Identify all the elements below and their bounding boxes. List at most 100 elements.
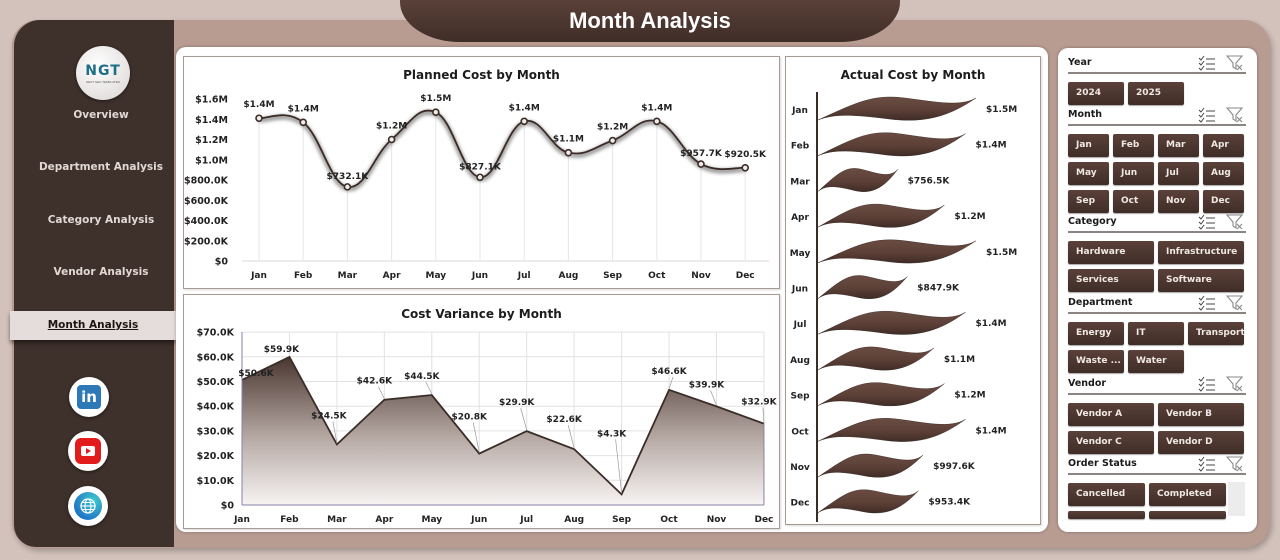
- slicer-header-category: Category: [1068, 213, 1246, 233]
- slicer-option-category[interactable]: Software: [1158, 269, 1244, 292]
- svg-text:$0: $0: [215, 257, 229, 268]
- svg-text:$1.6M: $1.6M: [195, 95, 228, 106]
- multi-select-icon[interactable]: [1198, 456, 1216, 475]
- slicer-option-month[interactable]: Oct: [1113, 190, 1154, 213]
- svg-text:$756.5K: $756.5K: [908, 176, 951, 186]
- svg-text:Jan: Jan: [250, 271, 267, 281]
- svg-text:$600.0K: $600.0K: [184, 196, 229, 207]
- svg-text:Dec: Dec: [791, 499, 810, 509]
- planned-cost-plot: $0 $200.0K $400.0K $600.0K $800.0K $1.0M $1.2M…: [184, 94, 769, 281]
- slicer-option-order-status[interactable]: Cancelled: [1068, 483, 1145, 506]
- svg-text:$32.9K: $32.9K: [741, 398, 777, 408]
- svg-text:Jul: Jul: [519, 515, 533, 525]
- slicer-option-department[interactable]: Energy: [1068, 322, 1124, 345]
- slicer-option-order-status[interactable]: Completed: [1149, 483, 1226, 506]
- svg-text:$1.4M: $1.4M: [195, 115, 228, 126]
- filter-panel: Year 2024 2025 Month Jan Feb Mar Apr May Jun Jul…: [1058, 48, 1257, 532]
- slicer-option-month[interactable]: Aug: [1203, 162, 1244, 185]
- clear-filter-icon[interactable]: [1225, 375, 1244, 393]
- slicer-option-category[interactable]: Hardware: [1068, 241, 1154, 264]
- sidebar: NGT NEXT GEN TEMPLATES Overview Departme…: [10, 20, 176, 547]
- slicer-option-month[interactable]: Mar: [1158, 134, 1199, 157]
- clear-filter-icon[interactable]: [1225, 294, 1244, 312]
- slicer-option-month[interactable]: Jul: [1158, 162, 1199, 185]
- svg-text:May: May: [425, 271, 446, 281]
- cost-variance-plot: $0 $10.0K $20.0K $30.0K $40.0K $50.0K $60.0K $7…: [197, 328, 778, 525]
- nav-overview[interactable]: Overview: [73, 109, 129, 121]
- clear-filter-icon[interactable]: [1225, 106, 1244, 124]
- svg-text:Apr: Apr: [383, 271, 401, 281]
- svg-text:Aug: Aug: [790, 356, 810, 366]
- svg-text:Feb: Feb: [294, 271, 313, 281]
- svg-text:$1.5M: $1.5M: [986, 248, 1017, 258]
- svg-text:$1.1M: $1.1M: [553, 135, 584, 145]
- slicer-option-order-status-partial[interactable]: [1068, 511, 1145, 519]
- linkedin-button[interactable]: in: [69, 377, 109, 417]
- slicer-option-category[interactable]: Services: [1068, 269, 1154, 292]
- slicer-option-order-status-partial[interactable]: [1149, 511, 1226, 519]
- slicer-option-month[interactable]: Feb: [1113, 134, 1154, 157]
- nav-vendor-analysis[interactable]: Vendor Analysis: [53, 266, 149, 278]
- nav-category-analysis[interactable]: Category Analysis: [47, 214, 155, 226]
- svg-text:Dec: Dec: [736, 271, 755, 281]
- multi-select-icon[interactable]: [1198, 295, 1216, 314]
- slicer-option-month[interactable]: Jan: [1068, 134, 1109, 157]
- svg-text:$50.6K: $50.6K: [238, 369, 274, 379]
- slicer-label: Vendor: [1068, 378, 1107, 389]
- nav-month-analysis[interactable]: Month Analysis: [10, 311, 176, 340]
- svg-text:Sep: Sep: [790, 392, 810, 402]
- svg-text:$59.9K: $59.9K: [264, 345, 300, 355]
- slicer-option-category[interactable]: Infrastructure: [1158, 241, 1244, 264]
- slicer-option-department[interactable]: Water: [1128, 350, 1184, 373]
- slicer-option-vendor[interactable]: Vendor D: [1158, 431, 1244, 454]
- svg-text:$400.0K: $400.0K: [184, 216, 229, 227]
- clear-filter-icon[interactable]: [1225, 455, 1244, 473]
- clear-filter-icon[interactable]: [1225, 213, 1244, 231]
- svg-text:Jun: Jun: [791, 285, 808, 295]
- svg-text:$953.4K: $953.4K: [928, 498, 971, 508]
- svg-text:$60.0K: $60.0K: [197, 352, 235, 363]
- slicer-option-month[interactable]: Sep: [1068, 190, 1109, 213]
- slicer-option-department[interactable]: Transport: [1188, 322, 1244, 345]
- multi-select-icon[interactable]: [1198, 107, 1216, 126]
- slicer-option-vendor[interactable]: Vendor C: [1068, 431, 1154, 454]
- youtube-button[interactable]: [68, 431, 108, 471]
- svg-text:$800.0K: $800.0K: [184, 176, 229, 187]
- svg-text:$4.3K: $4.3K: [597, 429, 627, 439]
- website-button[interactable]: [68, 486, 108, 526]
- nav-department-analysis[interactable]: Department Analysis: [38, 161, 164, 173]
- slicer-option-month[interactable]: Dec: [1203, 190, 1244, 213]
- youtube-icon: [75, 438, 101, 464]
- actual-cost-chart: Actual Cost by Month Jan $1.5M Feb $1.4M Mar…: [785, 56, 1041, 525]
- svg-text:Jan: Jan: [791, 106, 808, 116]
- svg-text:$24.5K: $24.5K: [311, 411, 347, 421]
- svg-text:Mar: Mar: [338, 271, 358, 281]
- actual-cost-plot: Jan $1.5M Feb $1.4M Mar $756.5K Apr $1.2M May $1.…: [790, 92, 1017, 522]
- slicer-option-department[interactable]: IT: [1128, 322, 1184, 345]
- globe-icon: [74, 492, 102, 520]
- slicer-header-year: Year: [1068, 54, 1246, 74]
- order-status-scrollbar[interactable]: [1228, 482, 1245, 516]
- svg-text:$30.0K: $30.0K: [197, 426, 235, 437]
- slicer-option-vendor[interactable]: Vendor A: [1068, 403, 1154, 426]
- slicer-option-year[interactable]: 2024: [1068, 82, 1124, 105]
- svg-text:$29.9K: $29.9K: [499, 398, 535, 408]
- multi-select-icon[interactable]: [1198, 214, 1216, 233]
- slicer-option-vendor[interactable]: Vendor B: [1158, 403, 1244, 426]
- multi-select-icon[interactable]: [1198, 55, 1216, 74]
- slicer-option-month[interactable]: May: [1068, 162, 1109, 185]
- svg-text:Apr: Apr: [375, 515, 393, 525]
- clear-filter-icon[interactable]: [1225, 54, 1244, 72]
- svg-text:May: May: [421, 515, 442, 525]
- multi-select-icon[interactable]: [1198, 376, 1216, 395]
- slicer-option-year[interactable]: 2025: [1128, 82, 1184, 105]
- svg-text:Jul: Jul: [517, 271, 531, 281]
- slicer-option-department[interactable]: Waste ...: [1068, 350, 1124, 373]
- cost-variance-chart: Cost Variance by Month $0 $10.0K $20.0K $30…: [183, 294, 780, 529]
- slicer-option-month[interactable]: Nov: [1158, 190, 1199, 213]
- svg-text:Feb: Feb: [791, 142, 810, 152]
- svg-text:$1.1M: $1.1M: [944, 355, 975, 365]
- svg-text:$1.2M: $1.2M: [597, 123, 628, 133]
- slicer-option-month[interactable]: Apr: [1203, 134, 1244, 157]
- slicer-option-month[interactable]: Jun: [1113, 162, 1154, 185]
